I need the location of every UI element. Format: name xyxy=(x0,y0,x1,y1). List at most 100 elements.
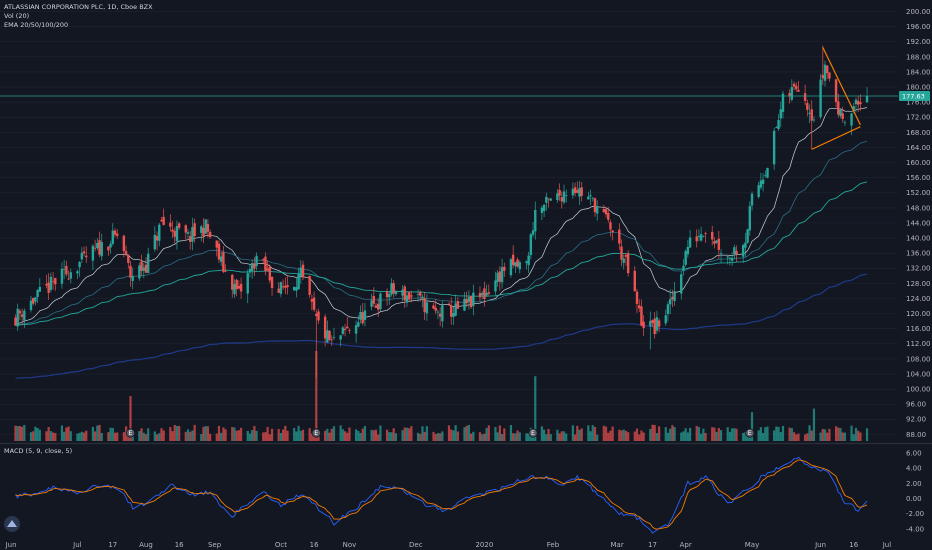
volume-bar xyxy=(330,428,333,441)
earnings-icon[interactable]: E xyxy=(311,428,321,438)
ema-study-label[interactable]: EMA 20/50/100/200 xyxy=(4,21,68,29)
ema-100-line[interactable] xyxy=(15,181,868,326)
triangle-upper-line[interactable] xyxy=(822,47,861,126)
candle xyxy=(436,309,440,320)
candle xyxy=(472,284,475,316)
candle xyxy=(388,291,391,305)
candle xyxy=(18,308,22,321)
candle xyxy=(733,244,736,260)
macd-study-label[interactable]: MACD (5, 9, close, 5) xyxy=(4,447,72,455)
candle xyxy=(684,249,687,267)
candle xyxy=(806,99,809,117)
macd-tick-label: -2.00 xyxy=(906,510,924,518)
candle xyxy=(772,127,776,170)
triangle-pattern[interactable] xyxy=(811,47,861,150)
volume-bar xyxy=(142,432,145,441)
volume-bar xyxy=(673,427,676,441)
price-tick-label: 96.00 xyxy=(906,401,926,409)
candle xyxy=(419,290,422,302)
candle xyxy=(790,79,794,102)
ema-50-line[interactable] xyxy=(15,140,868,326)
volume-bar xyxy=(94,431,97,441)
macd-pane xyxy=(15,456,868,534)
volume-bar xyxy=(483,433,486,441)
candle xyxy=(664,309,667,326)
candle xyxy=(500,258,504,289)
candle xyxy=(839,109,842,119)
candle xyxy=(649,311,652,350)
volume-bar xyxy=(266,426,269,441)
volume-bar xyxy=(65,427,68,441)
volume-bar xyxy=(713,427,716,441)
volume-bar xyxy=(441,431,444,441)
volume-bar xyxy=(233,427,236,441)
volume-bar xyxy=(18,426,22,441)
candle xyxy=(423,292,426,320)
volume-study-label[interactable]: Vol (20) xyxy=(4,12,29,20)
candle xyxy=(29,296,33,313)
candle xyxy=(680,271,683,300)
candle xyxy=(144,257,148,273)
volume-bar xyxy=(78,432,81,441)
candle xyxy=(131,267,134,290)
volume-bar xyxy=(766,426,769,441)
volume-bar xyxy=(735,428,738,441)
volume-bar xyxy=(781,425,785,441)
logo-icon[interactable] xyxy=(4,516,20,532)
volume-bar xyxy=(155,434,159,441)
candle xyxy=(359,305,362,324)
ema-20-line[interactable] xyxy=(15,107,868,326)
volume-bar xyxy=(790,428,793,441)
candle xyxy=(111,223,115,246)
volume-bar xyxy=(549,434,552,441)
candle xyxy=(175,220,179,250)
candle xyxy=(169,214,172,232)
triangle-lower-line[interactable] xyxy=(811,126,861,150)
candle xyxy=(591,197,594,202)
candle xyxy=(146,247,150,274)
volume-bar xyxy=(642,432,645,441)
volume-bar xyxy=(839,428,842,441)
candle xyxy=(560,191,564,209)
candle xyxy=(527,251,530,273)
price-tick-label: 196.00 xyxy=(906,23,931,31)
volume-bar xyxy=(60,425,64,441)
candle xyxy=(189,230,192,250)
volume-bar xyxy=(264,432,267,441)
candle xyxy=(385,288,389,306)
ema-200-line[interactable] xyxy=(15,273,868,379)
candle xyxy=(741,243,745,264)
volume-bar xyxy=(788,427,791,441)
price-tick-label: 156.00 xyxy=(906,174,931,182)
macd-signal-line[interactable] xyxy=(15,459,868,530)
candle xyxy=(235,278,238,297)
volume-bar xyxy=(700,433,703,441)
candle xyxy=(401,284,404,302)
earnings-icon[interactable]: E xyxy=(125,428,136,438)
candle xyxy=(237,280,241,290)
candle xyxy=(757,182,760,199)
volume-bar xyxy=(239,427,243,441)
volume-bar xyxy=(54,433,57,441)
volume-bar xyxy=(246,430,249,441)
earnings-icon[interactable]: E xyxy=(745,428,755,438)
candle xyxy=(465,291,468,308)
volume-bar xyxy=(385,429,389,441)
volume-bar xyxy=(346,432,349,441)
candle xyxy=(640,299,643,327)
candles xyxy=(14,45,869,378)
candle xyxy=(622,254,625,270)
earnings-icon[interactable]: E xyxy=(528,428,538,438)
volume-bar xyxy=(447,425,451,441)
volume-bar xyxy=(764,427,767,441)
volume-bar xyxy=(209,433,212,441)
volume-bar xyxy=(47,427,50,441)
volume-bar xyxy=(761,432,765,441)
candle xyxy=(447,301,451,307)
candle xyxy=(514,261,517,274)
candle xyxy=(308,275,311,298)
candle xyxy=(69,268,72,284)
macd-line[interactable] xyxy=(15,456,868,534)
volume-bar xyxy=(695,425,698,441)
